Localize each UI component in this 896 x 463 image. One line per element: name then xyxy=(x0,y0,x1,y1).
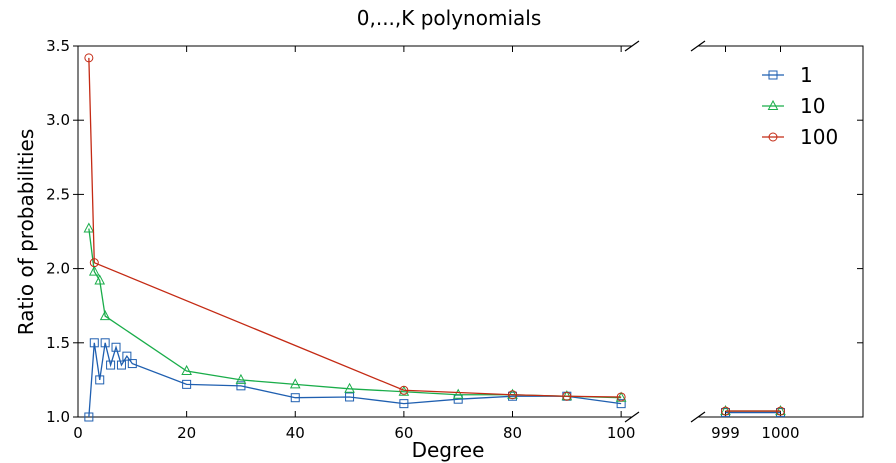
data-point-1 xyxy=(290,393,300,403)
y-tick-label: 3.5 xyxy=(46,37,70,55)
data-point-1 xyxy=(100,338,110,348)
data-point-100 xyxy=(89,258,99,268)
series-line-10 xyxy=(88,228,622,399)
legend-marker-10 xyxy=(767,99,779,110)
axis-break-mark xyxy=(624,411,640,423)
series-1 xyxy=(84,338,785,422)
data-point-1 xyxy=(95,375,105,385)
data-point-10 xyxy=(94,274,106,285)
y-tick-label: 3.0 xyxy=(46,111,70,129)
data-point-1 xyxy=(616,399,626,409)
axis-break-mark xyxy=(690,40,706,52)
legend: 1 10 100 xyxy=(762,63,838,149)
data-point-10 xyxy=(181,364,192,375)
left-panel-frame xyxy=(77,45,632,418)
legend-marker-100 xyxy=(768,132,778,142)
y-tick-label: 2.5 xyxy=(46,185,70,203)
data-point-10 xyxy=(88,265,100,276)
data-point-100 xyxy=(562,391,572,401)
data-point-1 xyxy=(345,392,355,402)
data-point-10 xyxy=(235,373,247,384)
right-panel-frame xyxy=(698,45,864,418)
legend-label-100: 100 xyxy=(800,125,838,149)
data-point-1 xyxy=(127,359,137,369)
data-point-1 xyxy=(182,379,192,389)
y-tick-label: 1.5 xyxy=(46,334,70,352)
legend-label-1: 1 xyxy=(800,63,813,87)
data-point-10 xyxy=(344,382,355,393)
data-point-100 xyxy=(776,406,785,416)
data-point-1 xyxy=(106,360,116,370)
x-tick-label: 60 xyxy=(394,424,413,442)
y-tick-label: 2.0 xyxy=(46,260,70,278)
x-tick-label: 999 xyxy=(711,424,740,442)
axis-break-mark xyxy=(690,411,706,423)
data-point-100 xyxy=(616,392,626,402)
legend-label-10: 10 xyxy=(800,94,825,118)
chart-title: 0,...,K polynomials xyxy=(357,6,542,30)
series-line-1 xyxy=(88,342,622,418)
x-tick-label: 20 xyxy=(177,424,196,442)
axis-break-mark xyxy=(624,40,640,52)
series-100 xyxy=(84,53,785,416)
data-point-10 xyxy=(99,310,111,321)
y-tick-label: 1.0 xyxy=(46,408,70,426)
data-point-1 xyxy=(116,360,126,370)
data-point-1 xyxy=(399,399,409,409)
x-tick-label: 0 xyxy=(73,424,83,442)
data-point-1 xyxy=(236,381,246,391)
data-point-100 xyxy=(84,53,94,63)
legend-marker-1 xyxy=(768,70,778,80)
x-axis-label: Degree xyxy=(412,438,485,462)
x-tick-label: 80 xyxy=(503,424,522,442)
data-point-100 xyxy=(508,390,518,400)
data-point-100 xyxy=(721,406,730,416)
data-point-10 xyxy=(452,388,464,399)
x-tick-label: 40 xyxy=(286,424,305,442)
data-point-1 xyxy=(84,412,94,422)
data-point-10 xyxy=(83,222,95,233)
data-point-1 xyxy=(111,342,121,352)
x-tick-label: 100 xyxy=(607,424,636,442)
series-10 xyxy=(83,222,786,416)
y-axis-label: Ratio of probabilities xyxy=(14,129,38,336)
data-point-1 xyxy=(89,338,99,348)
data-point-10 xyxy=(289,378,301,389)
plot-area: 1.0 1.5 2.0 2.5 3.0 3.5 0 20 40 60 80 100 999 1000 xyxy=(46,37,864,442)
data-point-100 xyxy=(399,385,409,395)
series-line-100 xyxy=(88,57,622,398)
x-tick-label: 1000 xyxy=(761,424,799,442)
data-point-1 xyxy=(122,351,132,361)
